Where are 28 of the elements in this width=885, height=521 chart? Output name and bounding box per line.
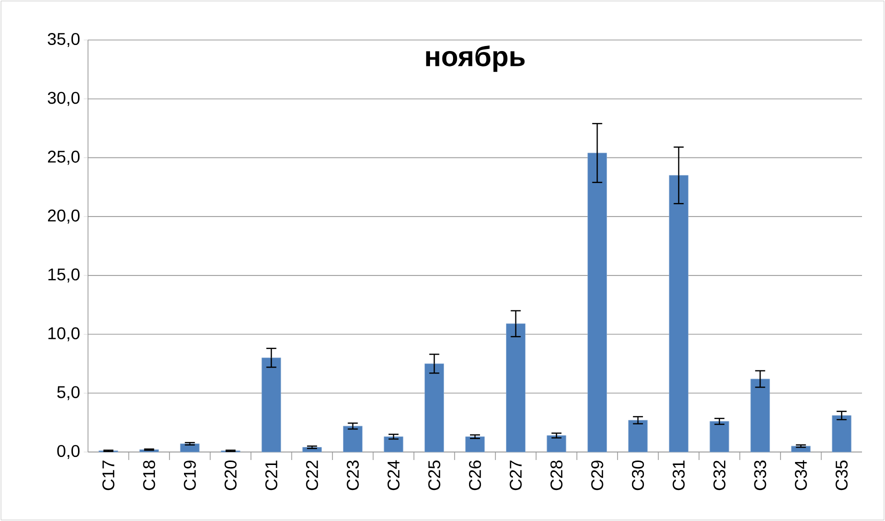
x-tick-label: C33 xyxy=(754,460,766,490)
x-tick-label: C24 xyxy=(388,460,400,490)
x-tick-label: C35 xyxy=(836,460,848,490)
x-tick-label: C28 xyxy=(550,460,562,490)
x-tick-label: C17 xyxy=(102,460,114,490)
x-tick-label: C32 xyxy=(713,460,726,490)
x-tick-label: C29 xyxy=(591,460,604,490)
x-tick-label: C23 xyxy=(346,460,359,490)
x-tick-label: C25 xyxy=(428,460,440,490)
x-tick-label: C31 xyxy=(672,460,685,490)
x-tick-label: C21 xyxy=(265,460,278,490)
x-tick-label: C30 xyxy=(632,460,644,490)
y-tick-label: 15,0 xyxy=(48,268,80,282)
chart-title: ноябрь xyxy=(426,46,525,72)
y-tick-label: 5,0 xyxy=(57,386,80,400)
x-tick-label: C34 xyxy=(794,460,807,490)
y-tick-label: 0,0 xyxy=(57,444,80,460)
y-tick-label: 25,0 xyxy=(48,150,80,165)
x-tick-label: C19 xyxy=(184,460,196,490)
y-tick-label: 20,0 xyxy=(48,210,80,224)
x-tick-label: C26 xyxy=(468,460,482,490)
x-tick-label: C20 xyxy=(224,460,237,490)
x-tick-label: C18 xyxy=(143,460,156,490)
y-tick-label: 30,0 xyxy=(48,92,80,106)
x-tick-label: C27 xyxy=(510,460,522,490)
x-tick-label: C22 xyxy=(306,460,318,490)
y-tick-label: 35,0 xyxy=(48,32,80,48)
y-tick-label: 10,0 xyxy=(48,327,80,342)
